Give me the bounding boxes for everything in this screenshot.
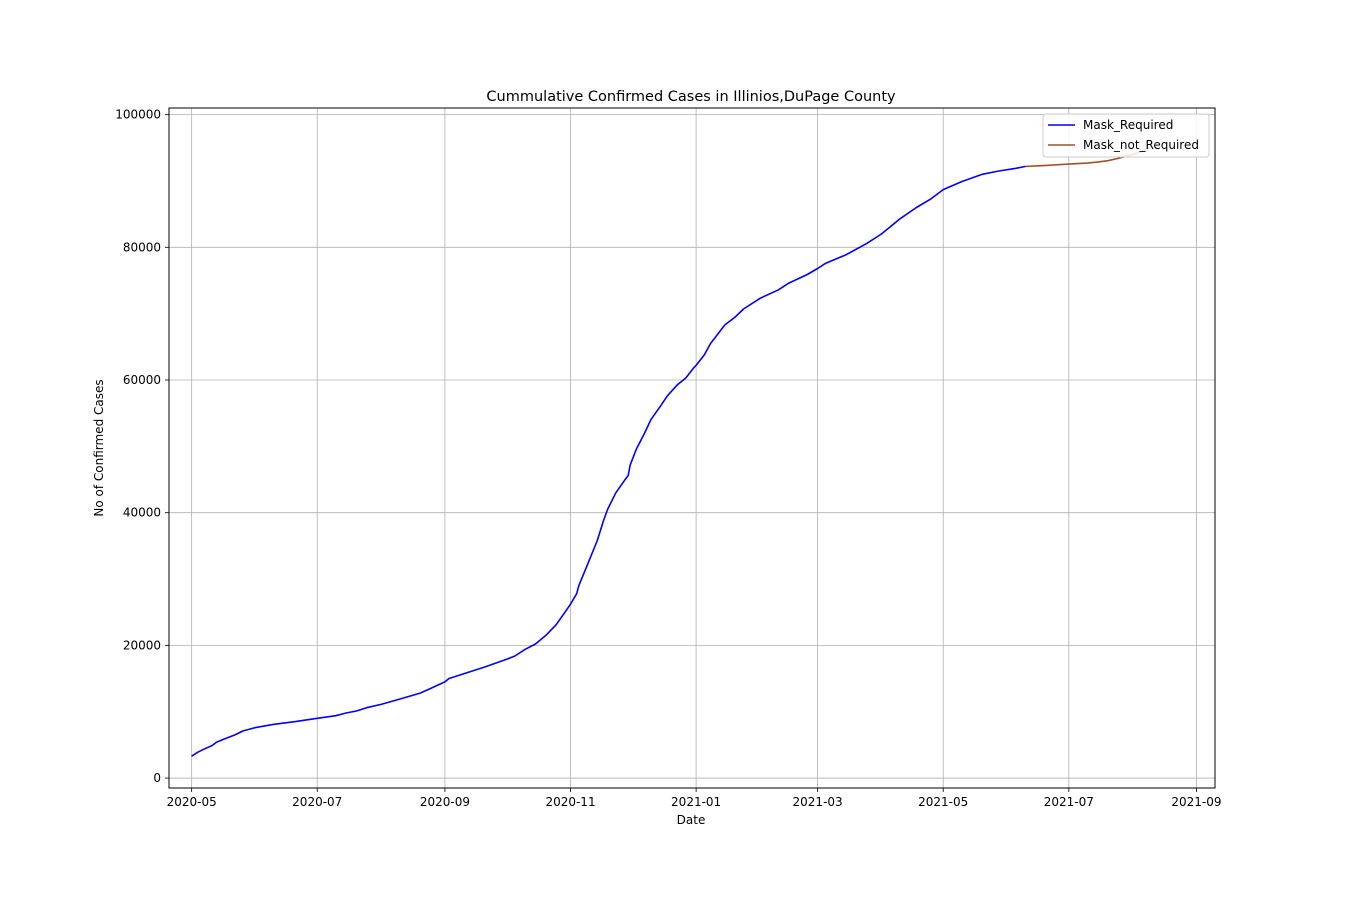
legend: Mask_Required Mask_not_Required	[1042, 113, 1210, 158]
y-tick-label: 20000	[123, 638, 161, 652]
chart-title: Cummulative Confirmed Cases in Illinios,…	[486, 89, 896, 105]
legend-label-mask-required: Mask_Required	[1083, 118, 1173, 132]
x-tick-label: 2020-05	[167, 795, 217, 809]
y-axis-label: No of Confirmed Cases	[92, 379, 106, 516]
x-axis-ticks: 2020-05 2020-07 2020-09 2020-11 2021-01 2021-…	[167, 788, 1222, 809]
x-tick-label: 2021-03	[793, 795, 843, 809]
y-tick-label: 60000	[123, 373, 161, 387]
legend-label-mask-not-required: Mask_not_Required	[1083, 138, 1199, 152]
y-tick-label: 40000	[123, 506, 161, 520]
x-tick-label: 2020-11	[545, 795, 595, 809]
x-tick-label: 2020-09	[420, 795, 470, 809]
y-tick-label: 80000	[123, 240, 161, 254]
plot-frame	[168, 107, 1216, 789]
x-tick-label: 2020-07	[292, 795, 342, 809]
x-tick-label: 2021-05	[918, 795, 968, 809]
grid	[169, 108, 1215, 788]
x-axis-label: Date	[677, 813, 706, 827]
y-tick-label: 0	[153, 771, 161, 785]
x-tick-label: 2021-07	[1044, 795, 1094, 809]
y-tick-label: 100000	[115, 108, 161, 122]
series-lines	[191, 146, 1152, 757]
x-tick-label: 2021-09	[1171, 795, 1221, 809]
legend-box	[1042, 113, 1210, 158]
mask-required-line	[191, 165, 1026, 757]
y-axis-ticks: 0 20000 40000 60000 80000 100000	[115, 108, 169, 785]
x-tick-label: 2021-01	[671, 795, 721, 809]
